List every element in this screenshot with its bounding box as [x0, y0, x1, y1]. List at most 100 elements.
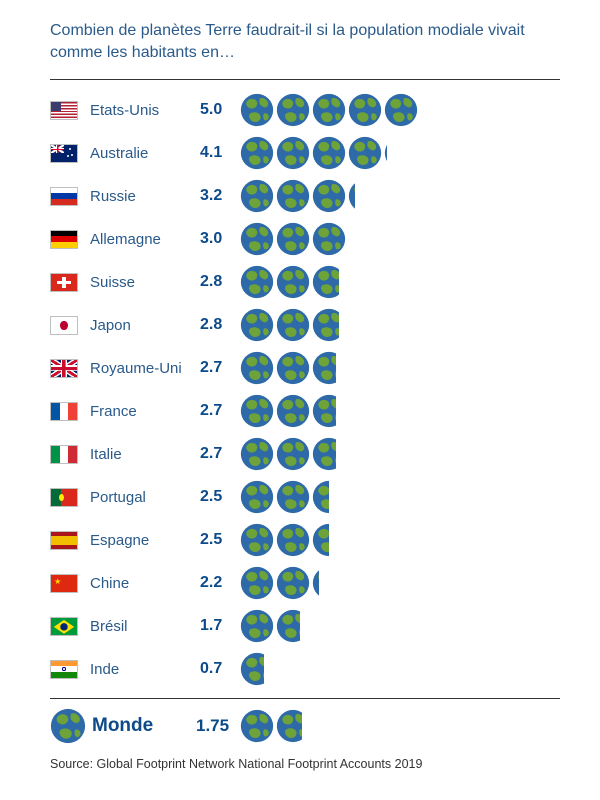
- globe-icon: [276, 179, 310, 213]
- globe-icon: [384, 93, 418, 127]
- globes-strip: [240, 437, 560, 471]
- total-label: Monde: [92, 715, 196, 737]
- globe-icon-partial: [312, 394, 336, 428]
- flag-icon: [50, 230, 78, 249]
- flag-icon: [50, 273, 78, 292]
- country-row: ★ Chine 2.2: [50, 563, 560, 604]
- country-label: Inde: [90, 661, 200, 678]
- globe-icon: [240, 308, 274, 342]
- globe-icon: [240, 523, 274, 557]
- country-label: Allemagne: [90, 231, 200, 248]
- globe-icon: [312, 222, 346, 256]
- country-value: 2.2: [200, 574, 240, 592]
- country-value: 2.5: [200, 531, 240, 549]
- total-value: 1.75: [196, 716, 240, 736]
- globe-icon: [240, 222, 274, 256]
- country-value: 2.8: [200, 316, 240, 334]
- flag-icon: [50, 187, 78, 206]
- globe-icon: [276, 351, 310, 385]
- country-value: 3.0: [200, 230, 240, 248]
- globes-strip: [240, 351, 560, 385]
- globes-strip: [240, 609, 560, 643]
- globe-icon: [240, 394, 274, 428]
- globe-icon-partial: [384, 136, 387, 170]
- globe-icon: [240, 566, 274, 600]
- globe-icon: [276, 136, 310, 170]
- country-value: 2.7: [200, 445, 240, 463]
- globe-icon: [276, 394, 310, 428]
- country-row: France 2.7: [50, 391, 560, 432]
- total-row: Monde 1.75: [50, 703, 560, 749]
- divider-top: [50, 79, 560, 80]
- country-row: Inde 0.7: [50, 649, 560, 690]
- country-row: Allemagne 3.0: [50, 219, 560, 260]
- country-value: 3.2: [200, 187, 240, 205]
- globe-icon: [240, 480, 274, 514]
- country-label: Espagne: [90, 532, 200, 549]
- country-label: Royaume-Uni: [90, 360, 200, 377]
- globe-icon-partial: [312, 523, 329, 557]
- globe-icon: [276, 523, 310, 557]
- globe-icon: [240, 93, 274, 127]
- flag-icon: ★: [50, 574, 78, 593]
- country-row: Portugal 2.5: [50, 477, 560, 518]
- globe-icon: [276, 93, 310, 127]
- globes-strip: [240, 523, 560, 557]
- globe-icon: [348, 136, 382, 170]
- globe-icon-partial: [348, 179, 355, 213]
- globe-icon: [276, 265, 310, 299]
- chart-title: Combien de planètes Terre faudrait-il si…: [50, 20, 560, 65]
- globe-icon: [312, 179, 346, 213]
- country-value: 5.0: [200, 101, 240, 119]
- globes-strip: [240, 265, 560, 299]
- globes-strip: [240, 480, 560, 514]
- divider-bottom: [50, 698, 560, 699]
- country-label: Suisse: [90, 274, 200, 291]
- country-value: 0.7: [200, 660, 240, 678]
- flag-icon: [50, 101, 78, 120]
- country-value: 1.7: [200, 617, 240, 635]
- country-label: France: [90, 403, 200, 420]
- country-row: Etats-Unis 5.0: [50, 90, 560, 131]
- globe-icon: [276, 222, 310, 256]
- globe-icon: [276, 480, 310, 514]
- flag-icon: [50, 144, 78, 163]
- globes-strip: [240, 394, 560, 428]
- globe-icon: [240, 265, 274, 299]
- globe-icon: [240, 609, 274, 643]
- country-label: Australie: [90, 145, 200, 162]
- flag-icon: [50, 488, 78, 507]
- country-row: Royaume-Uni 2.7: [50, 348, 560, 389]
- globes-strip: [240, 93, 560, 127]
- country-row: Espagne 2.5: [50, 520, 560, 561]
- country-row: Brésil 1.7: [50, 606, 560, 647]
- globe-icon: [50, 708, 86, 744]
- globe-icon: [348, 93, 382, 127]
- globes-strip: [240, 222, 560, 256]
- country-label: Italie: [90, 446, 200, 463]
- globe-icon: [276, 437, 310, 471]
- total-globes: [240, 709, 560, 743]
- flag-icon: [50, 402, 78, 421]
- country-label: Etats-Unis: [90, 102, 200, 119]
- globe-icon-partial: [312, 437, 336, 471]
- globe-icon-partial: [312, 566, 319, 600]
- country-label: Russie: [90, 188, 200, 205]
- globe-icon: [240, 351, 274, 385]
- globes-strip: [240, 566, 560, 600]
- globe-icon-partial: [312, 265, 339, 299]
- globe-icon: [276, 566, 310, 600]
- source-text: Source: Global Footprint Network Nationa…: [50, 757, 560, 771]
- globe-icon-partial: [312, 351, 336, 385]
- flag-icon: [50, 660, 78, 679]
- country-row: Russie 3.2: [50, 176, 560, 217]
- country-row: Italie 2.7: [50, 434, 560, 475]
- country-value: 2.7: [200, 402, 240, 420]
- country-row: Suisse 2.8: [50, 262, 560, 303]
- country-label: Japon: [90, 317, 200, 334]
- globe-icon: [240, 437, 274, 471]
- globes-strip: [240, 308, 560, 342]
- country-row: Japon 2.8: [50, 305, 560, 346]
- country-label: Chine: [90, 575, 200, 592]
- globes-strip: [240, 652, 560, 686]
